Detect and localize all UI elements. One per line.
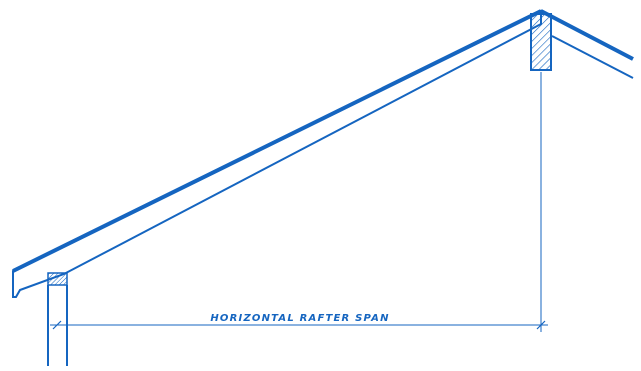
right-rafter-bottom-edge (551, 35, 634, 79)
span-label: HORIZONTAL RAFTER SPAN (210, 313, 389, 324)
top-plate (47, 272, 68, 286)
right-rafter (540, 9, 634, 79)
ridge-board (530, 13, 552, 71)
left-rafter-outline (12, 9, 542, 298)
dimension-tick-right (536, 320, 546, 330)
right-rafter-top-edge (540, 9, 634, 61)
ridge-board-section (530, 13, 552, 71)
left-rafter (12, 9, 542, 298)
left-rafter-top-edge (12, 9, 542, 273)
top-plate-section (47, 272, 68, 286)
dimension-tick-left (52, 320, 62, 330)
span-dimension: HORIZONTAL RAFTER SPAN (50, 72, 548, 332)
